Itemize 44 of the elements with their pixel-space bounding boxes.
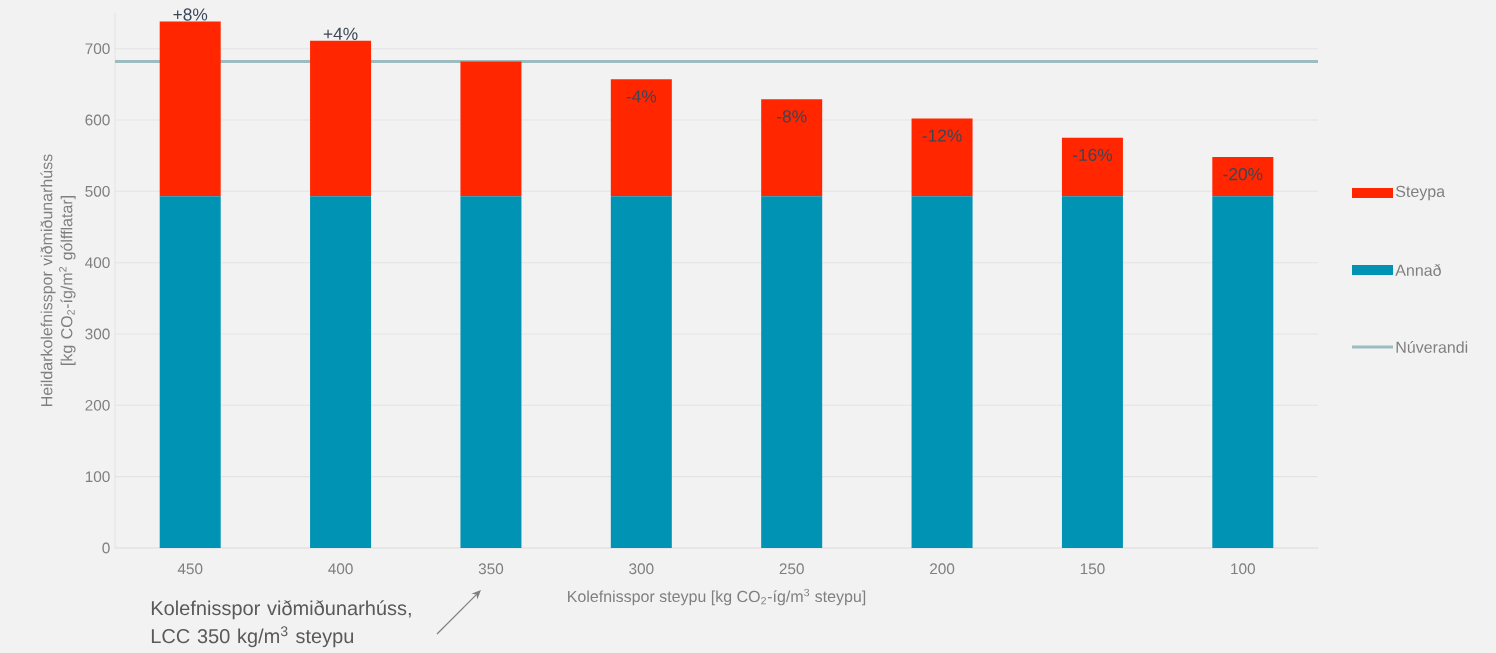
bar — [911, 118, 973, 197]
bar — [310, 40, 372, 197]
annotation: -8% — [777, 110, 807, 123]
y-tick-label: 600 — [85, 114, 110, 126]
x-tick-label: 400 — [328, 563, 353, 575]
bar — [1061, 137, 1123, 197]
y-tick-label: 400 — [85, 257, 110, 269]
y-tick-label: 300 — [85, 328, 110, 340]
legend-label: Steypa — [1396, 185, 1446, 201]
x-axis-title: Kolefnisspor steypu [kg CO$_{2}$-íg/m$^{3}$ steypu] — [568, 588, 866, 606]
bar — [761, 196, 823, 548]
x-tick-label: 150 — [1080, 563, 1105, 575]
bar — [460, 196, 522, 548]
y-tick-label: 500 — [85, 185, 110, 197]
legend-label: Annað — [1395, 263, 1441, 276]
y-tick-label: 700 — [85, 43, 110, 55]
annotation: -4% — [626, 90, 657, 103]
x-tick-label: 450 — [177, 563, 203, 575]
y-tick-label: 0 — [102, 542, 110, 554]
x-tick-label: 300 — [629, 563, 654, 575]
bar — [460, 61, 522, 197]
bar — [610, 196, 672, 548]
annotation: +8% — [173, 8, 208, 21]
y-tick-label: 200 — [85, 399, 110, 411]
text: Kolefnisspor viðmiðunarhúss, LCC 350 kg/m$^{3}$ steypu — [151, 600, 411, 648]
bar — [1061, 196, 1123, 548]
legend-label: Núverandi — [1396, 341, 1468, 353]
x-tick-label: 250 — [779, 563, 804, 575]
annotation: +4% — [323, 27, 358, 40]
bar — [761, 99, 823, 197]
x-tick-label: 100 — [1231, 563, 1255, 575]
x-tick-label: 350 — [478, 563, 504, 575]
bar — [1212, 196, 1274, 548]
annotation: -16% — [1072, 148, 1113, 162]
bar — [159, 21, 221, 197]
annotation: -12% — [922, 129, 962, 142]
y-tick-label: 100 — [85, 471, 110, 483]
bar — [1212, 157, 1274, 197]
bar — [159, 196, 221, 548]
annotation: -20% — [1223, 168, 1263, 181]
bar — [911, 196, 973, 548]
bar — [610, 79, 672, 197]
x-tick-label: 200 — [930, 563, 955, 575]
bar — [310, 196, 372, 548]
